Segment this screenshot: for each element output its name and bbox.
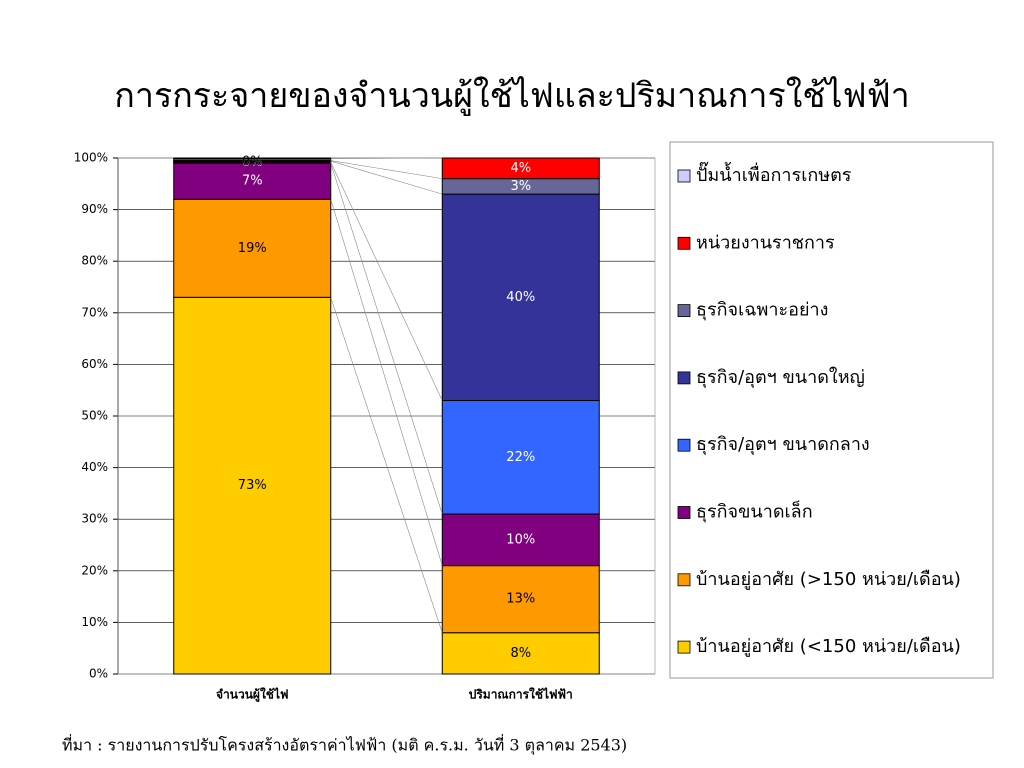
x-tick-label: จำนวนผู้ใช้ไฟ — [216, 687, 288, 703]
data-label: 8% — [510, 646, 531, 661]
data-label: 7% — [242, 174, 263, 189]
y-tick-label: 70% — [81, 305, 108, 319]
y-tick-label: 100% — [74, 151, 108, 165]
bar-segment — [441, 513, 600, 567]
series-line — [330, 160, 443, 179]
legend-label: ปั๊มน้ำเพื่อการเกษตร — [696, 161, 852, 186]
legend-swatch — [677, 640, 691, 654]
legend-label: ธุรกิจเฉพาะอย่าง — [696, 300, 828, 321]
legend-swatch — [677, 506, 691, 519]
legend-swatch — [677, 236, 691, 250]
legend-label: ธุรกิจขนาดเล็ก — [696, 500, 813, 523]
bar-segment — [441, 565, 600, 634]
data-label: 3% — [510, 179, 531, 194]
data-label: 4% — [510, 161, 531, 176]
series-line — [330, 163, 443, 515]
series-line — [330, 157, 443, 159]
legend-label: บ้านอยู่อาศัย (<150 หน่วย/เดือน) — [696, 636, 961, 657]
data-label: 22% — [506, 450, 535, 465]
legend-swatch — [677, 573, 691, 587]
legend-label: ธุรกิจ/อุตฯ ขนาดกลาง — [696, 434, 870, 455]
y-tick-label: 50% — [81, 409, 108, 423]
series-line — [330, 297, 443, 633]
chart-title: การกระจายของจำนวนผู้ใช้ไฟและปริมาณการใช้… — [114, 76, 909, 116]
y-tick-label: 0% — [89, 667, 108, 681]
data-label: 40% — [506, 290, 535, 305]
legend-box — [669, 141, 994, 679]
source-note: ที่มา : รายงานการปรับโครงสร้างอัตราค่าไฟ… — [62, 734, 627, 756]
bar-segment — [173, 296, 332, 675]
legend-swatch — [677, 438, 691, 452]
y-tick-label: 20% — [81, 563, 108, 577]
bar-segment — [441, 157, 600, 180]
data-label: 13% — [506, 592, 535, 607]
legend-swatch — [677, 169, 691, 183]
y-tick-label: 40% — [81, 460, 108, 474]
data-label: 10% — [506, 532, 535, 547]
data-label: 73% — [238, 478, 267, 493]
bar-segment — [441, 193, 600, 402]
y-tick-label: 80% — [81, 254, 108, 268]
legend-label: ธุรกิจ/อุตฯ ขนาดใหญ่ — [696, 366, 865, 388]
x-tick-label: ปริมาณการใช้ไฟฟ้า — [469, 687, 573, 702]
legend-label: บ้านอยู่อาศัย (>150 หน่วย/เดือน) — [696, 569, 961, 590]
legend-label: หน่วยงานราชการ — [696, 232, 835, 253]
bar-segment — [173, 162, 332, 200]
data-label: 0% — [242, 155, 263, 170]
y-tick-label: 30% — [81, 512, 108, 526]
data-label: 19% — [238, 241, 267, 256]
bar-segment — [173, 198, 332, 298]
legend-swatch — [677, 304, 691, 318]
y-tick-label: 10% — [81, 615, 108, 629]
series-line — [330, 199, 443, 566]
series-line — [330, 160, 443, 195]
series-line — [330, 162, 443, 401]
y-tick-label: 60% — [81, 357, 108, 371]
y-tick-label: 90% — [81, 202, 108, 216]
bar-segment — [441, 400, 600, 515]
legend-swatch — [677, 371, 691, 385]
